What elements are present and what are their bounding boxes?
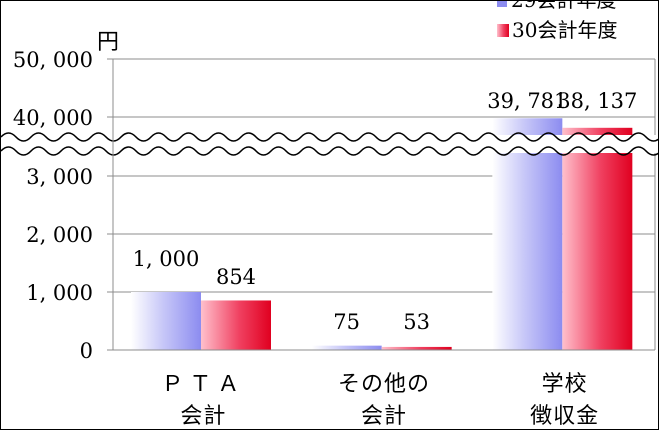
- legend-label-fy30: 30会計年度: [512, 18, 617, 42]
- data-label: 1, 000: [133, 247, 200, 271]
- y-tick-label: 2, 000: [26, 223, 93, 247]
- axes: [107, 58, 655, 351]
- data-label: 38, 137: [557, 89, 637, 113]
- category-label: 会計: [180, 404, 226, 429]
- category-label: その他の: [338, 372, 430, 397]
- axis-break-wave: [1, 132, 658, 142]
- bar-fy29: [492, 118, 563, 350]
- legend-swatch-fy30: [497, 24, 509, 37]
- axis-break: [1, 132, 658, 156]
- category-label: ＰＴＡ: [161, 372, 245, 397]
- y-unit-label: 円: [97, 30, 119, 55]
- bar-fy29: [131, 292, 201, 350]
- category-label: 会計: [361, 404, 407, 429]
- category-label: 徴収金: [530, 404, 599, 429]
- y-tick-label: 3, 000: [26, 165, 93, 189]
- data-label: 854: [216, 265, 256, 289]
- bar-fy30: [562, 127, 633, 351]
- data-label: 53: [403, 310, 430, 334]
- bar-fy29: [311, 345, 382, 350]
- legend: 29会計年度 30会計年度: [497, 1, 617, 42]
- legend-swatch-fy29: [497, 1, 507, 7]
- y-tick-label: 1, 000: [26, 281, 93, 305]
- axis-break-wave: [1, 146, 658, 156]
- bar-fy30: [381, 346, 452, 350]
- data-label: 75: [333, 310, 360, 334]
- data-label: 39, 781: [487, 89, 567, 113]
- y-tick-label: 0: [80, 339, 93, 363]
- y-tick-label: 50, 000: [13, 48, 93, 72]
- y-tick-label: 40, 000: [13, 106, 93, 130]
- bars: [131, 118, 633, 351]
- legend-label-fy29: 29会計年度: [511, 1, 616, 12]
- gridlines: [113, 58, 656, 350]
- bar-fy30: [201, 300, 271, 350]
- category-label: 学校: [542, 372, 588, 397]
